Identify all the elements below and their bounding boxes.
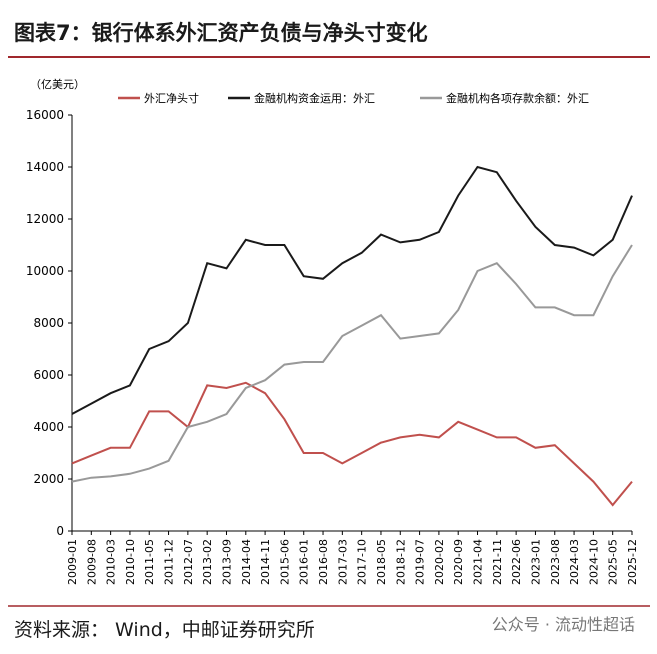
x-tick-label: 2017-10 <box>356 539 369 585</box>
y-tick-label: 16000 <box>26 108 64 122</box>
series-line <box>71 244 633 483</box>
x-tick-label: 2021-11 <box>491 539 504 585</box>
x-tick-label: 2023-01 <box>529 539 542 585</box>
x-tick-label: 2014-04 <box>240 539 253 585</box>
x-tick-label: 2010-03 <box>105 539 118 585</box>
x-tick-label: 2024-10 <box>587 539 600 585</box>
x-tick-label: 2016-08 <box>317 539 330 585</box>
y-axis-unit: （亿美元） <box>30 78 85 91</box>
x-tick-label: 2020-09 <box>452 539 465 585</box>
watermark: 公众号 · 流动性超话 <box>492 615 635 634</box>
x-tick-label: 2013-09 <box>220 539 233 585</box>
x-tick-label: 2022-06 <box>510 539 523 585</box>
x-tick-label: 2018-05 <box>375 539 388 585</box>
x-tick-label: 2009-01 <box>66 539 79 585</box>
legend-label: 金融机构资金运用：外汇 <box>254 91 375 105</box>
x-tick-label: 2016-01 <box>298 539 311 585</box>
x-tick-label: 2018-12 <box>394 539 407 585</box>
x-tick-label: 2010-10 <box>124 539 137 585</box>
x-tick-label: 2012-07 <box>182 539 195 585</box>
y-tick-label: 4000 <box>33 420 64 434</box>
x-tick-label: 2009-08 <box>85 539 98 585</box>
x-tick-label: 2023-08 <box>549 539 562 585</box>
x-tick-label: 2017-03 <box>336 539 349 585</box>
chart-title: 图表7：银行体系外汇资产负债与净头寸变化 <box>14 21 428 45</box>
x-tick-label: 2024-03 <box>568 539 581 585</box>
x-tick-label: 2025-12 <box>626 539 639 585</box>
x-tick-label: 2021-04 <box>472 539 485 585</box>
legend-label: 外汇净头寸 <box>144 91 199 105</box>
x-tick-label: 2015-06 <box>278 539 291 585</box>
x-tick-label: 2011-05 <box>143 539 156 585</box>
x-tick-label: 2020-02 <box>433 539 446 585</box>
x-tick-label: 2013-02 <box>201 539 214 585</box>
source: 资料来源： Wind，中邮证券研究所 <box>14 619 315 641</box>
series-line <box>71 381 633 507</box>
legend-label: 金融机构各项存款余额：外汇 <box>446 91 589 105</box>
y-tick-label: 14000 <box>26 160 64 174</box>
x-tick-label: 2011-12 <box>163 539 176 585</box>
x-tick-label: 2019-07 <box>414 539 427 585</box>
y-tick-label: 0 <box>56 524 64 538</box>
series-line <box>71 165 633 415</box>
x-tick-label: 2025-05 <box>607 539 620 585</box>
y-tick-label: 10000 <box>26 264 64 278</box>
y-tick-label: 8000 <box>33 316 64 330</box>
y-tick-label: 2000 <box>33 472 64 486</box>
y-tick-label: 12000 <box>26 212 64 226</box>
y-tick-label: 6000 <box>33 368 64 382</box>
x-tick-label: 2014-11 <box>259 539 272 585</box>
